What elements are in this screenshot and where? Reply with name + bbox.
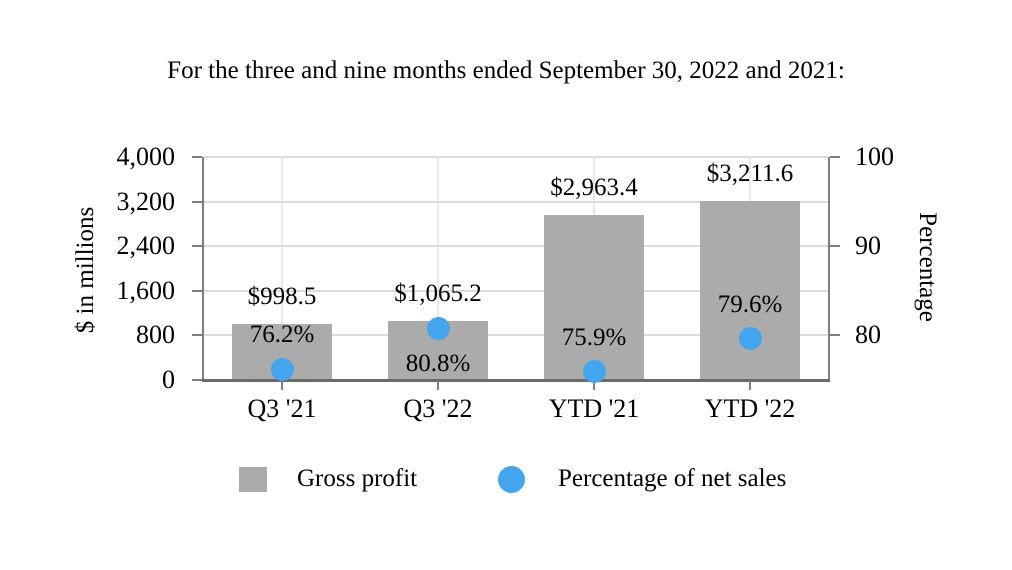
plot-area: 0 800 1,600 2,400 3,200 4,000 80 90 100 $998.5 $1,… bbox=[117, 142, 895, 423]
vertical-gridline bbox=[437, 157, 439, 380]
left-axis-line bbox=[202, 157, 204, 380]
horizontal-gridline bbox=[204, 245, 828, 248]
x-axis-label-ytd-22: YTD '22 bbox=[704, 394, 796, 423]
marker-value-label-q3-22: 80.8% bbox=[405, 350, 471, 378]
right-axis-tick-label: 100 bbox=[855, 142, 894, 171]
marker-q3-21 bbox=[270, 357, 294, 381]
left-axis-tick bbox=[192, 200, 202, 203]
gross-profit-swatch-icon bbox=[239, 467, 267, 492]
right-axis-tick bbox=[830, 245, 840, 248]
left-axis-tick bbox=[192, 334, 202, 337]
vertical-gridline bbox=[281, 157, 283, 380]
bar-ytd-22 bbox=[700, 200, 800, 380]
right-axis-tick bbox=[830, 334, 840, 337]
x-axis-tick bbox=[593, 381, 595, 390]
marker-value-label-q3-21: 76.2% bbox=[249, 321, 315, 349]
horizontal-gridline bbox=[204, 334, 828, 337]
marker-ytd-21 bbox=[582, 360, 606, 384]
x-axis-label-q3-22: Q3 '22 bbox=[403, 394, 473, 423]
left-axis-tick-label: 3,200 bbox=[116, 186, 176, 216]
horizontal-gridline bbox=[204, 200, 828, 203]
x-axis-tick bbox=[281, 381, 283, 390]
left-axis-tick-label: 0 bbox=[162, 365, 175, 394]
legend-label-net-sales: Percentage of net sales bbox=[558, 465, 787, 492]
marker-ytd-22 bbox=[738, 327, 762, 351]
left-axis-tick-label: 800 bbox=[136, 320, 175, 350]
marker-value-label-ytd-22: 79.6% bbox=[717, 290, 783, 318]
bar-ytd-21 bbox=[544, 214, 644, 380]
right-axis-tick bbox=[830, 156, 840, 158]
marker-value-label-ytd-21: 75.9% bbox=[561, 323, 627, 351]
left-axis-tick-label: 1,600 bbox=[116, 275, 176, 305]
left-axis-tick-label: 4,000 bbox=[116, 142, 176, 171]
right-axis-line bbox=[828, 157, 830, 380]
left-axis-tick bbox=[192, 245, 202, 248]
x-axis-label-q3-21: Q3 '21 bbox=[247, 394, 317, 423]
legend: Gross profit Percentage of net sales bbox=[0, 455, 1012, 505]
right-axis-tick-label: 90 bbox=[855, 231, 881, 261]
x-axis-tick bbox=[749, 381, 751, 390]
right-axis-tick-label: 80 bbox=[855, 320, 881, 350]
bottom-axis-line bbox=[202, 379, 830, 382]
marker-q3-22 bbox=[426, 316, 450, 340]
bar-value-label-q3-21: $998.5 bbox=[247, 283, 317, 311]
chart-title: For the three and nine months ended Sept… bbox=[167, 57, 845, 84]
left-axis-tick bbox=[192, 289, 202, 292]
horizontal-gridline bbox=[204, 156, 828, 158]
x-axis-tick bbox=[437, 381, 439, 390]
bar-value-label-q3-22: $1,065.2 bbox=[394, 279, 482, 307]
horizontal-gridline bbox=[204, 289, 828, 292]
left-axis-tick-label: 2,400 bbox=[116, 231, 176, 261]
legend-label-gross-profit: Gross profit bbox=[297, 465, 418, 492]
x-axis-label-ytd-21: YTD '21 bbox=[548, 394, 640, 423]
left-axis-tick bbox=[192, 379, 202, 381]
bar-value-label-ytd-22: $3,211.6 bbox=[706, 159, 794, 187]
left-axis-tick bbox=[192, 156, 202, 158]
bar-value-label-ytd-21: $2,963.4 bbox=[550, 173, 638, 201]
net-sales-marker-icon bbox=[498, 466, 525, 493]
